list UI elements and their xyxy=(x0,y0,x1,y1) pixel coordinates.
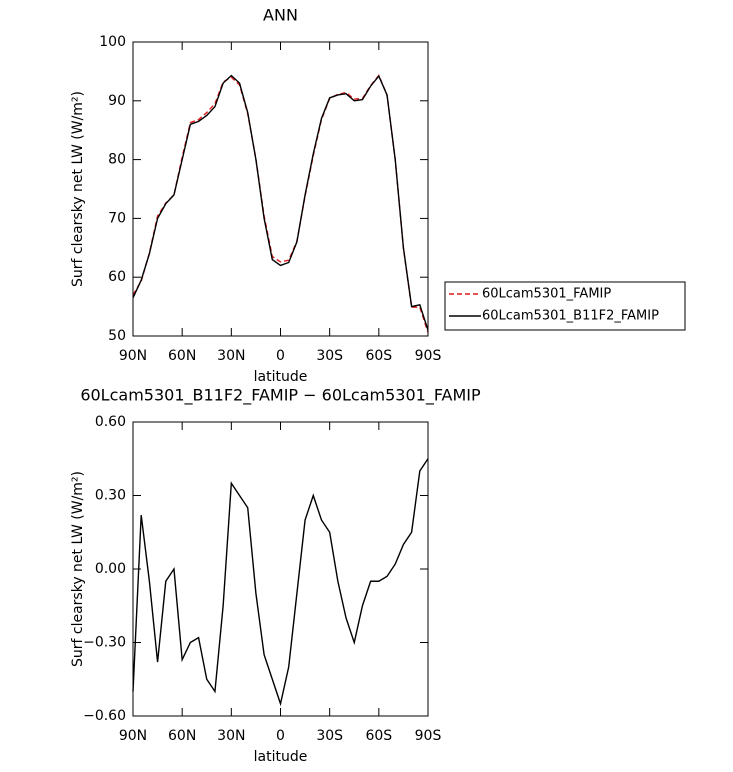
x-tick-label: 90N xyxy=(119,728,147,744)
y-tick-label: 0.60 xyxy=(95,414,126,430)
y-tick-label: 50 xyxy=(108,328,126,344)
legend-box xyxy=(444,281,686,331)
x-tick-label: 90S xyxy=(415,348,442,364)
y-tick-label: 60 xyxy=(108,269,126,285)
legend-label: 60Lcam5301_B11F2_FAMIP xyxy=(482,309,659,324)
x-tick-label: 0 xyxy=(276,728,285,744)
y-axis-label: Surf clearsky net LW (W/m²) xyxy=(70,471,86,667)
y-tick-label: 80 xyxy=(108,152,126,168)
data-line xyxy=(132,458,429,707)
x-tick-label: 60S xyxy=(365,728,392,744)
x-tick-label: 30N xyxy=(217,728,245,744)
chart-title: ANN xyxy=(263,6,298,25)
x-tick-label: 30S xyxy=(316,728,343,744)
x-tick-label: 60N xyxy=(168,348,196,364)
legend-label: 60Lcam5301_FAMIP xyxy=(482,287,611,302)
x-tick-label: 90N xyxy=(119,348,147,364)
plot-frame xyxy=(132,421,429,717)
data-line xyxy=(132,74,429,331)
y-tick-label: −0.60 xyxy=(83,708,126,724)
x-axis-label: latitude xyxy=(254,369,308,385)
y-tick-label: −0.30 xyxy=(83,635,126,651)
x-tick-label: 30S xyxy=(316,348,343,364)
x-tick-label: 0 xyxy=(276,348,285,364)
y-tick-label: 0.00 xyxy=(95,561,126,577)
y-tick-label: 90 xyxy=(108,93,126,109)
plot-frame xyxy=(132,41,429,337)
chart-title: 60Lcam5301_B11F2_FAMIP − 60Lcam5301_FAMI… xyxy=(80,386,481,406)
y-tick-label: 70 xyxy=(108,210,126,226)
x-tick-label: 60S xyxy=(365,348,392,364)
data-line xyxy=(132,74,429,333)
y-axis-label: Surf clearsky net LW (W/m²) xyxy=(70,91,86,287)
y-tick-label: 0.30 xyxy=(95,488,126,504)
x-axis-label: latitude xyxy=(254,749,308,765)
x-tick-label: 90S xyxy=(415,728,442,744)
x-tick-label: 60N xyxy=(168,728,196,744)
y-tick-label: 100 xyxy=(99,34,126,50)
x-tick-label: 30N xyxy=(217,348,245,364)
